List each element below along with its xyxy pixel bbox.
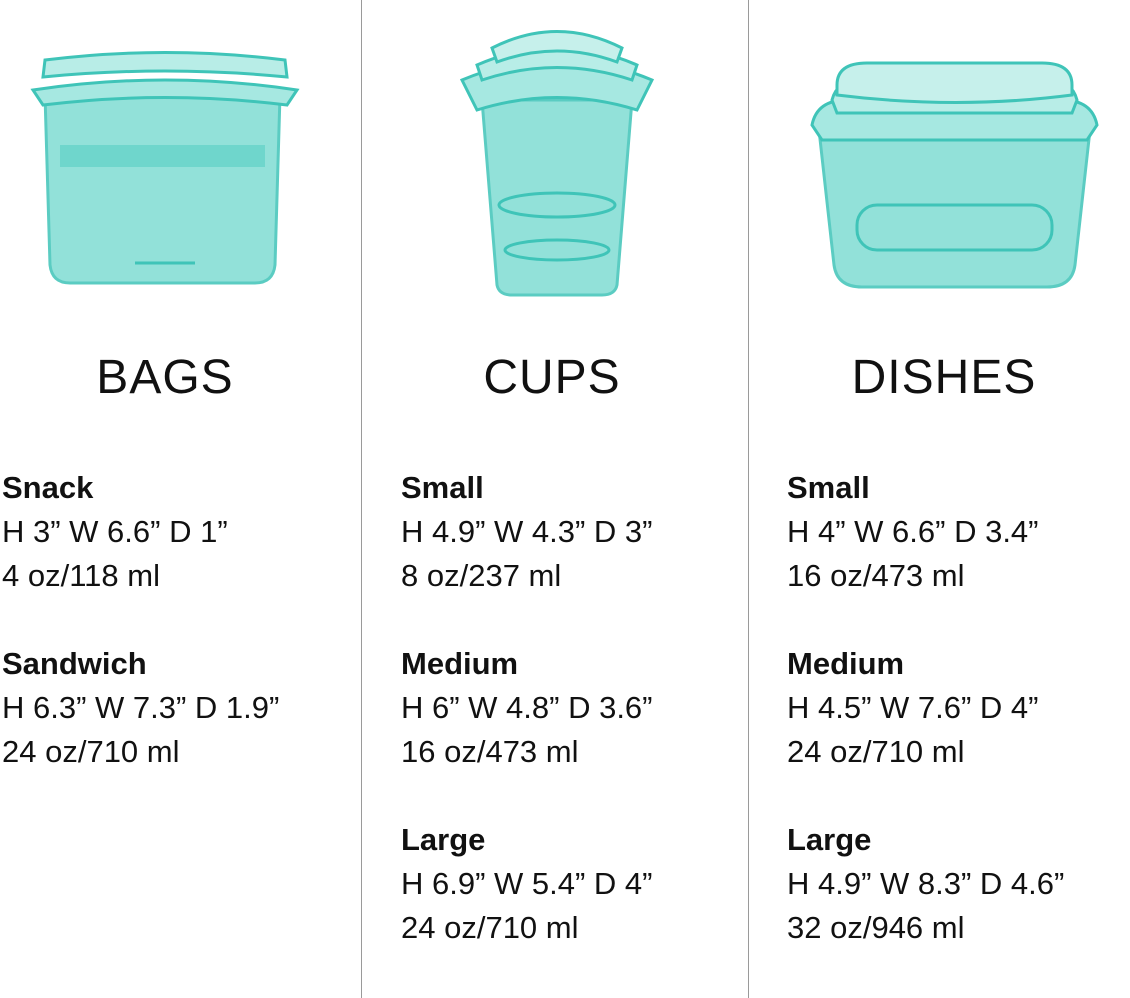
bags-column: BAGS Snack H 3” W 6.6” D 1” 4 oz/118 ml … (0, 0, 361, 998)
cups-column: CUPS Small H 4.9” W 4.3” D 3” 8 oz/237 m… (362, 0, 748, 998)
size-dimensions: H 4.9” W 8.3” D 4.6” (787, 866, 1065, 901)
size-capacity: 16 oz/473 ml (401, 734, 579, 769)
size-item: Small H 4” W 6.6” D 3.4” 16 oz/473 ml (787, 466, 1064, 598)
column-heading: BAGS (96, 351, 234, 404)
size-capacity: 24 oz/710 ml (401, 910, 579, 945)
size-name: Medium (787, 646, 905, 681)
size-dimensions: H 6.9” W 5.4” D 4” (401, 866, 653, 901)
size-dimensions: H 3” W 6.6” D 1” (2, 514, 228, 549)
size-capacity: 24 oz/710 ml (2, 734, 180, 769)
column-divider (361, 0, 362, 998)
size-item: Small H 4.9” W 4.3” D 3” 8 oz/237 ml (401, 466, 653, 598)
size-name: Small (401, 470, 484, 505)
bags-image (30, 51, 300, 285)
size-name: Small (787, 470, 870, 505)
size-name: Large (401, 822, 486, 857)
size-dimensions: H 4.5” W 7.6” D 4” (787, 690, 1039, 725)
column-heading: CUPS (483, 351, 621, 404)
size-dimensions: H 4” W 6.6” D 3.4” (787, 514, 1039, 549)
size-name: Medium (401, 646, 519, 681)
size-name: Large (787, 822, 872, 857)
column-heading: DISHES (851, 351, 1037, 404)
dishes-image (810, 61, 1099, 289)
size-capacity: 8 oz/237 ml (401, 558, 562, 593)
size-dimensions: H 6” W 4.8” D 3.6” (401, 690, 653, 725)
size-item: Large H 4.9” W 8.3” D 4.6” 32 oz/946 ml (787, 818, 1064, 950)
size-name: Snack (2, 470, 94, 505)
size-item: Large H 6.9” W 5.4” D 4” 24 oz/710 ml (401, 818, 653, 950)
cups-image (459, 30, 655, 297)
size-item: Sandwich H 6.3” W 7.3” D 1.9” 24 oz/710 … (2, 642, 279, 774)
size-item: Snack H 3” W 6.6” D 1” 4 oz/118 ml (2, 466, 279, 598)
column-divider (748, 0, 749, 998)
size-name: Sandwich (2, 646, 147, 681)
dishes-column: DISHES Small H 4” W 6.6” D 3.4” 16 oz/47… (749, 0, 1130, 998)
size-capacity: 32 oz/946 ml (787, 910, 965, 945)
size-item: Medium H 4.5” W 7.6” D 4” 24 oz/710 ml (787, 642, 1064, 774)
size-capacity: 4 oz/118 ml (2, 558, 160, 593)
size-dimensions: H 4.9” W 4.3” D 3” (401, 514, 653, 549)
size-dimensions: H 6.3” W 7.3” D 1.9” (2, 690, 280, 725)
size-capacity: 16 oz/473 ml (787, 558, 965, 593)
size-item: Medium H 6” W 4.8” D 3.6” 16 oz/473 ml (401, 642, 653, 774)
size-capacity: 24 oz/710 ml (787, 734, 965, 769)
